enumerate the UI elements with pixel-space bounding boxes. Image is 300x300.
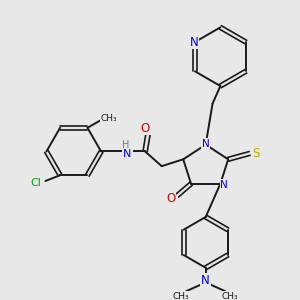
Text: N: N: [220, 180, 228, 190]
Text: CH₃: CH₃: [222, 292, 238, 300]
Text: CH₃: CH₃: [100, 113, 117, 122]
Text: N: N: [201, 274, 210, 287]
Text: O: O: [166, 192, 175, 205]
Text: N: N: [202, 139, 210, 149]
Text: H: H: [122, 140, 129, 150]
Text: Cl: Cl: [30, 178, 41, 188]
Text: N: N: [190, 35, 198, 49]
Text: N: N: [123, 149, 132, 159]
Text: CH₃: CH₃: [173, 292, 190, 300]
Text: S: S: [252, 147, 259, 160]
Text: O: O: [140, 122, 150, 134]
